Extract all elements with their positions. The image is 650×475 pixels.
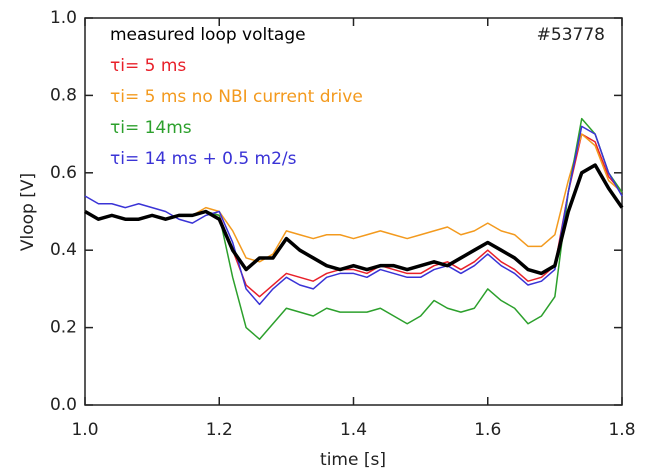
y-tick-label: 0.4	[50, 240, 77, 260]
y-tick-label: 0.0	[50, 395, 77, 415]
legend-entry: τi= 5 ms	[110, 56, 186, 76]
y-axis-label: Vloop [V]	[18, 173, 38, 251]
x-axis-label: time [s]	[320, 450, 386, 470]
x-tick-label: 1.0	[71, 420, 98, 440]
y-tick-label: 1.0	[50, 8, 77, 28]
y-tick-label: 0.2	[50, 318, 77, 338]
legend-entry: τi= 14ms	[110, 118, 192, 138]
legend-entry: measured loop voltage	[110, 25, 306, 45]
x-tick-label: 1.6	[474, 420, 501, 440]
x-tick-label: 1.4	[340, 420, 367, 440]
y-tick-label: 0.6	[50, 163, 77, 183]
x-tick-label: 1.2	[206, 420, 233, 440]
series-line	[84, 163, 624, 276]
y-tick-label: 0.8	[50, 85, 77, 105]
x-tick-label: 1.8	[608, 420, 635, 440]
legend-entry: τi= 5 ms no NBI current drive	[110, 87, 363, 107]
legend-entry: τi= 14 ms + 0.5 m2/s	[110, 149, 297, 169]
annotation: #53778	[537, 25, 605, 45]
